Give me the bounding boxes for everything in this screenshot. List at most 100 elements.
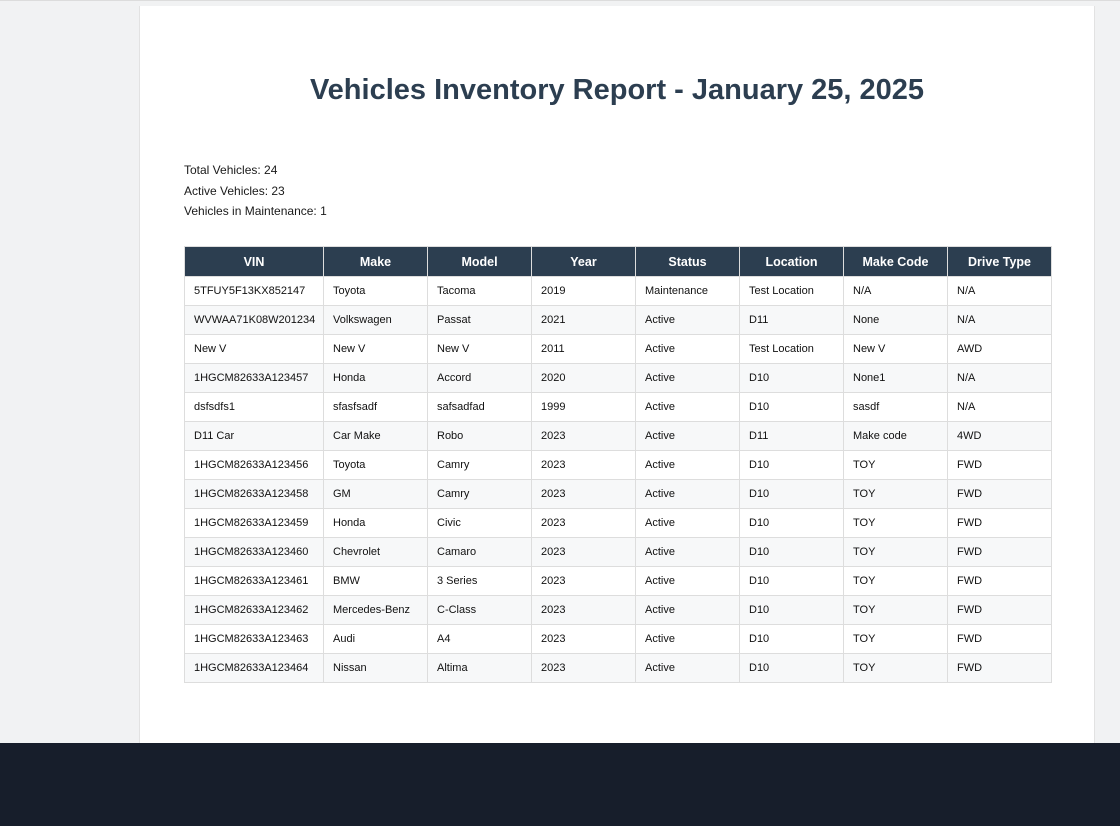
model-cell: C-Class <box>427 595 532 625</box>
location-cell: D10 <box>739 450 844 480</box>
location-cell: D10 <box>739 653 844 683</box>
vin-cell: 1HGCM82633A123457 <box>184 363 324 393</box>
drive-type-cell: FWD <box>947 479 1052 509</box>
model-cell: A4 <box>427 624 532 654</box>
drive-type-cell: FWD <box>947 566 1052 596</box>
vin-cell: D11 Car <box>184 421 324 451</box>
drive-type-cell: FWD <box>947 653 1052 683</box>
year-cell: 2023 <box>531 421 636 451</box>
drive-type-cell: FWD <box>947 624 1052 654</box>
make-code-cell: N/A <box>843 276 948 306</box>
year-cell: 1999 <box>531 392 636 422</box>
make-cell: Volkswagen <box>323 305 428 335</box>
location-cell: D11 <box>739 305 844 335</box>
drive-type-cell: AWD <box>947 334 1052 364</box>
table-row: 1HGCM82633A123462 Mercedes-Benz C-Class 202… <box>184 595 1052 625</box>
status-cell: Maintenance <box>635 276 740 306</box>
status-cell: Active <box>635 595 740 625</box>
location-cell: D10 <box>739 508 844 538</box>
status-cell: Active <box>635 508 740 538</box>
make-cell: Toyota <box>323 276 428 306</box>
make-cell: Honda <box>323 363 428 393</box>
make-code-cell: Make code <box>843 421 948 451</box>
table-row: 1HGCM82633A123463 Audi A4 2023 Active D10 TOY F… <box>184 624 1052 654</box>
column-header-location: Location <box>739 246 844 277</box>
make-cell: Audi <box>323 624 428 654</box>
make-code-cell: None1 <box>843 363 948 393</box>
inventory-table: VIN Make Model Year Status Location Make… <box>184 246 1052 683</box>
year-cell: 2023 <box>531 450 636 480</box>
status-cell: Active <box>635 450 740 480</box>
make-code-cell: TOY <box>843 508 948 538</box>
year-cell: 2020 <box>531 363 636 393</box>
make-cell: Nissan <box>323 653 428 683</box>
vin-cell: 1HGCM82633A123462 <box>184 595 324 625</box>
location-cell: D11 <box>739 421 844 451</box>
year-cell: 2023 <box>531 595 636 625</box>
drive-type-cell: FWD <box>947 450 1052 480</box>
column-header-status: Status <box>635 246 740 277</box>
location-cell: D10 <box>739 595 844 625</box>
status-cell: Active <box>635 363 740 393</box>
year-cell: 2021 <box>531 305 636 335</box>
vin-cell: 1HGCM82633A123459 <box>184 508 324 538</box>
active-vehicles-text: Active Vehicles: 23 <box>184 183 285 198</box>
status-cell: Active <box>635 624 740 654</box>
vin-cell: 1HGCM82633A123464 <box>184 653 324 683</box>
make-cell: BMW <box>323 566 428 596</box>
make-code-cell: TOY <box>843 450 948 480</box>
table-row: 1HGCM82633A123464 Nissan Altima 2023 Active D… <box>184 653 1052 683</box>
location-cell: D10 <box>739 363 844 393</box>
location-cell: D10 <box>739 537 844 567</box>
drive-type-cell: 4WD <box>947 421 1052 451</box>
make-code-cell: TOY <box>843 537 948 567</box>
make-code-cell: None <box>843 305 948 335</box>
table-row: 1HGCM82633A123457 Honda Accord 2020 Active D1… <box>184 363 1052 393</box>
vin-cell: 1HGCM82633A123460 <box>184 537 324 567</box>
drive-type-cell: FWD <box>947 537 1052 567</box>
model-cell: 3 Series <box>427 566 532 596</box>
status-cell: Active <box>635 305 740 335</box>
status-cell: Active <box>635 566 740 596</box>
location-cell: D10 <box>739 392 844 422</box>
table-row: 1HGCM82633A123456 Toyota Camry 2023 Active D1… <box>184 450 1052 480</box>
vin-cell: 5TFUY5F13KX852147 <box>184 276 324 306</box>
footer-bar <box>0 743 1120 826</box>
table-row: New V New V New V 2011 Active Test Location Ne… <box>184 334 1052 364</box>
status-cell: Active <box>635 334 740 364</box>
vin-cell: WVWAA71K08W201234 <box>184 305 324 335</box>
drive-type-cell: FWD <box>947 508 1052 538</box>
year-cell: 2023 <box>531 479 636 509</box>
make-code-cell: TOY <box>843 624 948 654</box>
status-cell: Active <box>635 537 740 567</box>
make-code-cell: TOY <box>843 566 948 596</box>
status-cell: Active <box>635 479 740 509</box>
drive-type-cell: N/A <box>947 363 1052 393</box>
column-header-year: Year <box>531 246 636 277</box>
table-row: dsfsdfs1 sfasfsadf safsadfad 1999 Active D10 s… <box>184 392 1052 422</box>
document-viewer[interactable]: Vehicles Inventory Report - January 25, … <box>0 0 1120 743</box>
make-code-cell: TOY <box>843 653 948 683</box>
model-cell: Altima <box>427 653 532 683</box>
vin-cell: New V <box>184 334 324 364</box>
make-code-cell: TOY <box>843 595 948 625</box>
year-cell: 2023 <box>531 508 636 538</box>
year-cell: 2023 <box>531 653 636 683</box>
column-header-make: Make <box>323 246 428 277</box>
table-row: D11 Car Car Make Robo 2023 Active D11 Make cod… <box>184 421 1052 451</box>
year-cell: 2011 <box>531 334 636 364</box>
table-row: 1HGCM82633A123461 BMW 3 Series 2023 Active D1… <box>184 566 1052 596</box>
location-cell: D10 <box>739 566 844 596</box>
model-cell: New V <box>427 334 532 364</box>
model-cell: Tacoma <box>427 276 532 306</box>
vin-cell: 1HGCM82633A123463 <box>184 624 324 654</box>
model-cell: Passat <box>427 305 532 335</box>
vin-cell: 1HGCM82633A123461 <box>184 566 324 596</box>
status-cell: Active <box>635 392 740 422</box>
location-cell: D10 <box>739 479 844 509</box>
column-header-model: Model <box>427 246 532 277</box>
vin-cell: 1HGCM82633A123458 <box>184 479 324 509</box>
vin-cell: dsfsdfs1 <box>184 392 324 422</box>
year-cell: 2019 <box>531 276 636 306</box>
year-cell: 2023 <box>531 537 636 567</box>
